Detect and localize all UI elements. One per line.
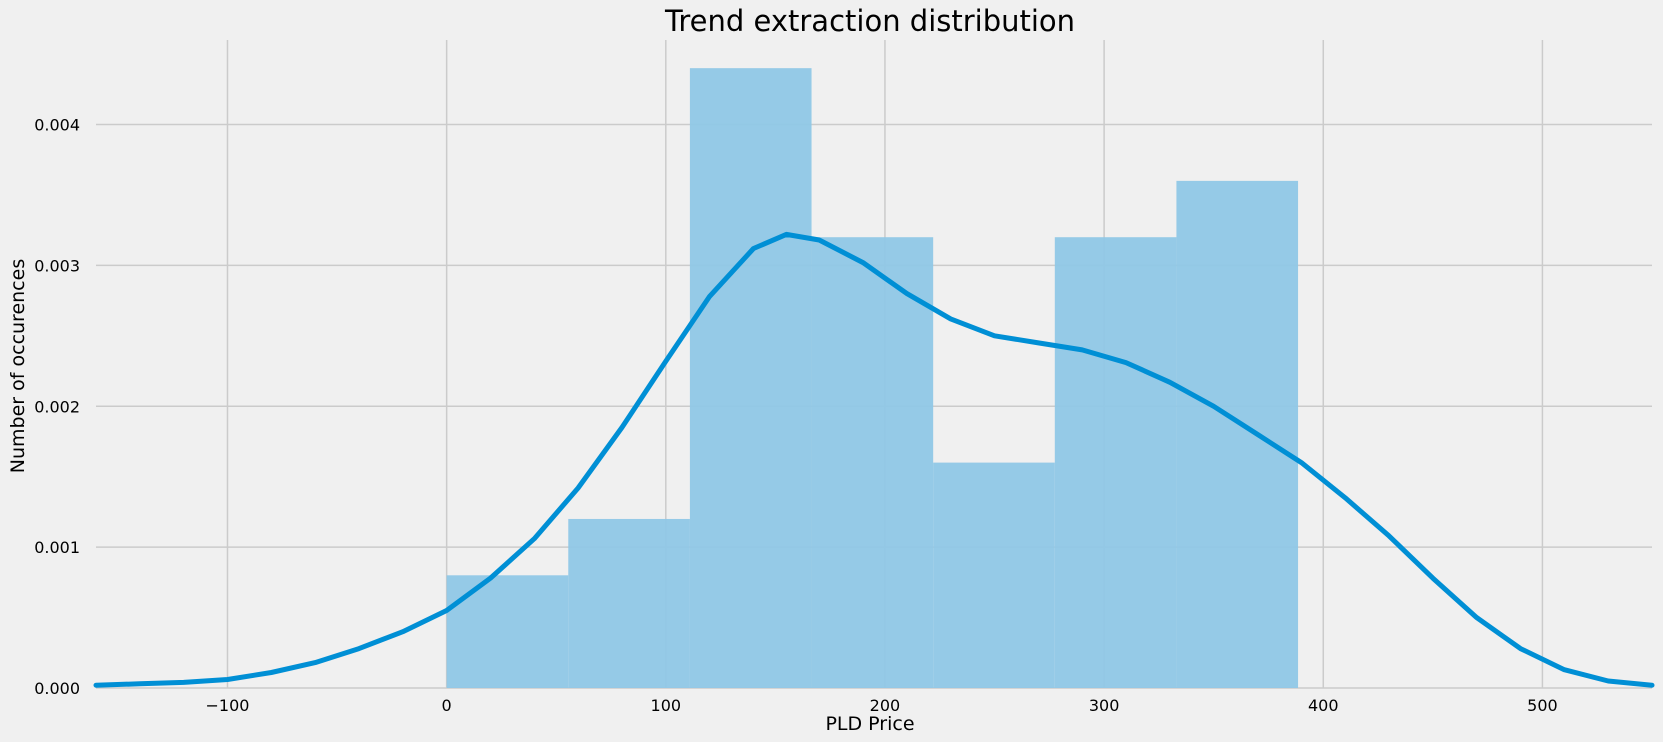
kde-line: [93, 231, 1655, 688]
histogram-bar: [689, 68, 812, 689]
y-axis-label: Number of occurences: [7, 259, 29, 473]
x-tick-label: 100: [651, 696, 682, 715]
chart-title: Trend extraction distribution: [664, 4, 1075, 38]
histogram-bar: [811, 237, 934, 688]
histogram-bar: [446, 575, 569, 688]
x-tick-label: −100: [206, 696, 250, 715]
y-tick-label: 0.002: [34, 397, 80, 416]
y-tick-labels: 0.000 0.001 0.002 0.003 0.004: [34, 116, 80, 698]
y-tick-label: 0.003: [34, 256, 80, 275]
x-tick-label: 400: [1308, 696, 1339, 715]
x-tick-labels: −100 0 100 200 300 400 500: [206, 696, 1558, 715]
histogram-bar: [933, 462, 1055, 688]
y-tick-label: 0.004: [34, 116, 80, 135]
histogram-bar: [568, 518, 690, 688]
histogram-bar: [1054, 237, 1177, 688]
kde-curve: [93, 231, 1655, 688]
x-tick-label: 0: [442, 696, 452, 715]
x-axis-label: PLD Price: [825, 713, 914, 735]
x-tick-label: 200: [870, 696, 901, 715]
x-tick-label: 300: [1089, 696, 1120, 715]
x-tick-label: 500: [1527, 696, 1558, 715]
histogram-bar: [1176, 180, 1299, 688]
y-tick-label: 0.000: [34, 679, 80, 698]
y-tick-label: 0.001: [34, 538, 80, 557]
histogram-bars: [446, 68, 1299, 689]
